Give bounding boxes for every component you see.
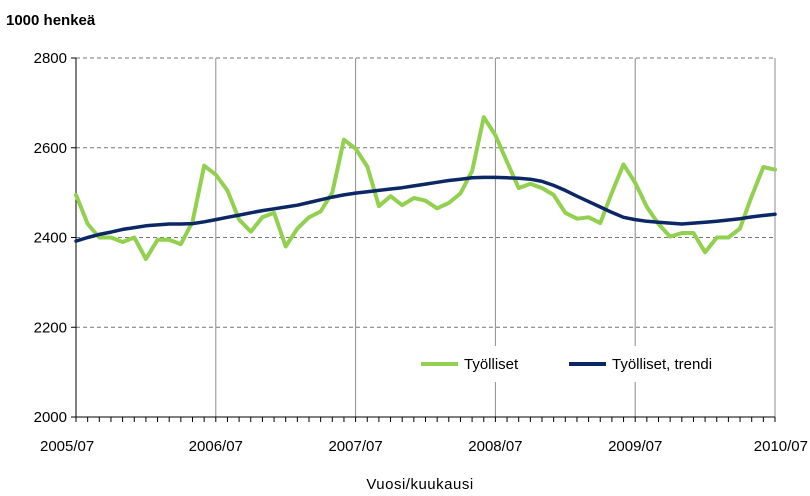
data-series [74,115,777,261]
legend: Työlliset Työlliset, trendi [412,346,767,382]
y-tick-label: 2200 [34,319,67,336]
x-axis-title: Vuosi/kuukausi [366,476,473,493]
y-tick-label: 2000 [34,409,67,426]
x-tick-label: 2005/07 [40,438,94,455]
x-tick-label: 2009/07 [608,438,662,455]
x-tick-label: 2010/07 [754,438,808,455]
series-line-tyolliset [74,115,777,261]
unit-label: 1000 henkeä [6,12,96,29]
x-tick-label: 2007/07 [328,438,382,455]
axes [71,57,776,422]
legend-label-trendi: Työlliset, trendi [612,356,712,373]
x-tick-label: 2008/07 [468,438,522,455]
x-tick-label: 2006/07 [189,438,243,455]
y-tick-label: 2600 [34,140,67,157]
y-tick-label: 2400 [34,230,67,247]
y-tick-labels: 2000 2200 2400 2600 2800 [34,50,67,426]
legend-label-tyolliset: Työlliset [464,356,519,373]
series-line-trendi [74,175,777,243]
y-tick-label: 2800 [34,50,67,67]
x-tick-labels: 2005/07 2006/07 2007/07 2008/07 2009/07 2010/… [40,438,808,455]
